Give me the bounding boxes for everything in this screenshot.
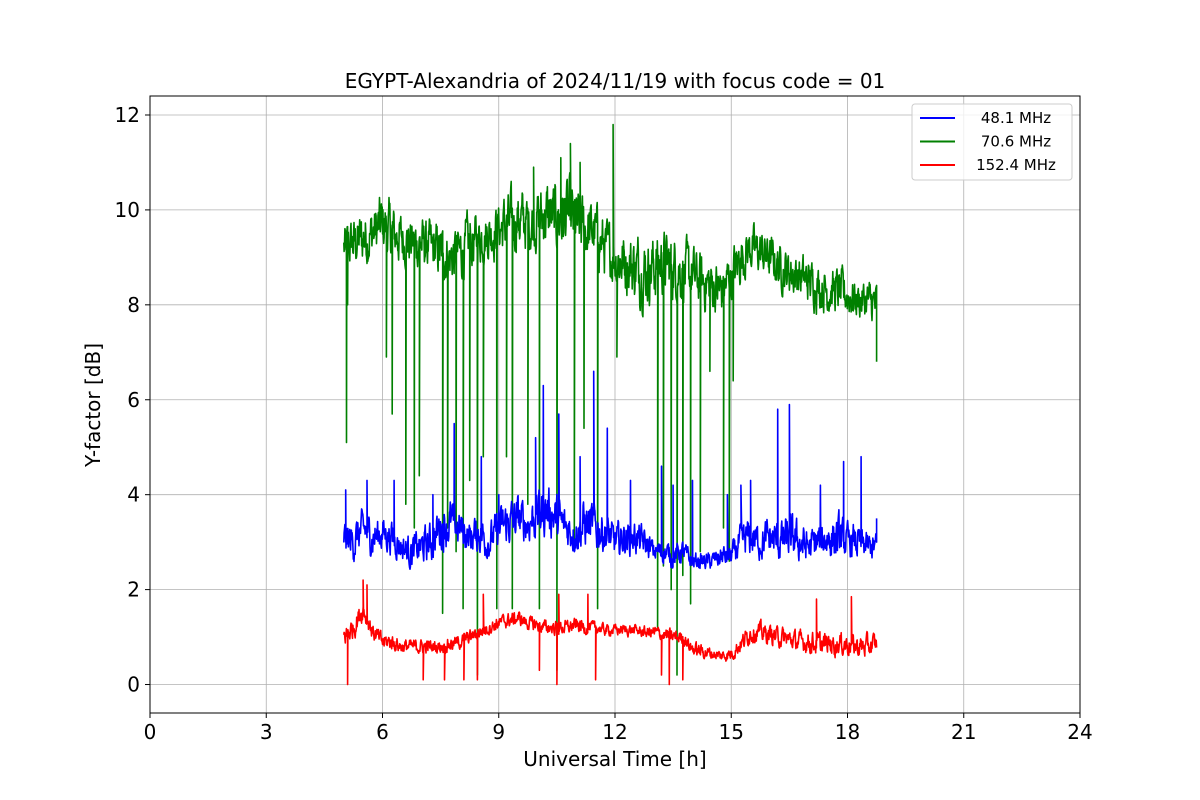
y-axis-ticks: 0 2 4 6 8 10 12 <box>115 103 150 697</box>
x-axis-label: Universal Time [h] <box>523 747 706 771</box>
y-tick-label: 4 <box>127 483 140 507</box>
legend-label: 48.1 MHz <box>981 109 1051 127</box>
x-tick-label: 12 <box>602 720 627 744</box>
x-axis-ticks: 0 3 6 9 12 15 18 21 24 <box>144 713 1093 744</box>
y-tick-label: 6 <box>127 388 140 412</box>
legend-box <box>911 103 1073 181</box>
chart-title: EGYPT-Alexandria of 2024/11/19 with focu… <box>345 69 886 93</box>
x-tick-label: 15 <box>719 720 744 744</box>
legend-label: 70.6 MHz <box>981 133 1051 151</box>
x-tick-label: 6 <box>376 720 389 744</box>
x-tick-label: 9 <box>492 720 505 744</box>
legend: 48.1 MHz 70.6 MHz 152.4 MHz <box>911 103 1073 181</box>
x-tick-label: 21 <box>951 720 976 744</box>
y-tick-label: 2 <box>127 578 140 602</box>
series-layer <box>343 123 878 686</box>
y-axis-label: Y-factor [dB] <box>81 343 105 468</box>
y-tick-label: 0 <box>127 673 140 697</box>
series-line-152-4-mhz <box>343 579 878 686</box>
x-tick-label: 0 <box>144 720 157 744</box>
y-tick-label: 10 <box>115 198 140 222</box>
x-tick-label: 18 <box>835 720 860 744</box>
legend-label: 152.4 MHz <box>976 156 1056 174</box>
series-line-48-1-mhz <box>343 370 878 570</box>
y-tick-label: 12 <box>115 103 140 127</box>
x-tick-label: 3 <box>260 720 273 744</box>
y-gridlines <box>150 114 1080 685</box>
x-tick-label: 24 <box>1067 720 1092 744</box>
series-line-70-6-mhz <box>343 123 878 676</box>
y-tick-label: 8 <box>127 293 140 317</box>
